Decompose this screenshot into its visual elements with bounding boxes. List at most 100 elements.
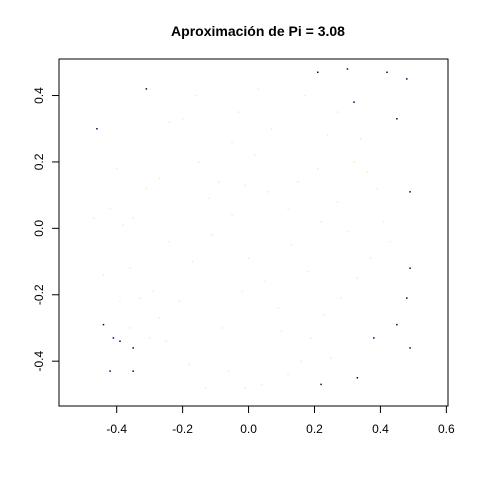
data-point [307, 270, 309, 273]
data-point [221, 327, 223, 329]
data-point [158, 317, 161, 319]
data-point [132, 217, 134, 220]
data-point [191, 260, 194, 263]
data-point [396, 323, 398, 326]
data-point [132, 370, 134, 372]
data-point [323, 313, 326, 316]
data-point [369, 257, 372, 259]
data-point [102, 323, 105, 326]
data-point [303, 94, 306, 97]
data-point [396, 118, 398, 120]
data-point [129, 327, 131, 329]
data-point [119, 340, 121, 342]
data-point [376, 187, 378, 190]
data-point [297, 181, 299, 183]
data-point [359, 137, 362, 140]
data-point [247, 257, 250, 259]
data-point [119, 300, 121, 303]
chart-title: Aproximación de Pi = 3.08 [171, 23, 345, 39]
y-tick-label: 0.0 [32, 220, 46, 237]
x-tick-label: 0.0 [240, 422, 257, 436]
x-tick-label: -0.4 [106, 422, 127, 436]
data-point [270, 127, 273, 130]
data-point [382, 220, 385, 223]
data-point [188, 363, 190, 366]
data-point [326, 134, 329, 137]
data-point [129, 267, 131, 269]
data-point [204, 386, 207, 389]
x-axis: -0.4 -0.2 0.0 0.2 0.4 0.6 [106, 405, 455, 436]
plot-box [58, 58, 449, 407]
data-point [287, 207, 289, 210]
data-point [109, 370, 111, 372]
data-point [122, 224, 125, 226]
data-point [373, 337, 375, 339]
data-point [353, 101, 355, 103]
data-point [389, 240, 392, 243]
data-point [208, 197, 210, 200]
data-point [96, 127, 98, 130]
data-point [280, 330, 283, 333]
data-point [320, 220, 322, 223]
data-point [102, 274, 105, 276]
data-point [211, 234, 214, 236]
data-point [241, 290, 243, 293]
x-tick-label: -0.2 [172, 422, 193, 436]
y-tick-label: 0.4 [32, 87, 46, 104]
data-point [320, 383, 322, 386]
data-point [244, 386, 247, 389]
data-point [231, 214, 233, 216]
x-tick-label: 0.6 [438, 422, 455, 436]
data-point [218, 181, 220, 183]
data-point [317, 71, 319, 74]
data-point [340, 297, 342, 299]
data-point [346, 68, 349, 70]
data-point [336, 201, 339, 203]
y-tick-label: 0.2 [32, 153, 46, 170]
data-point [231, 141, 233, 143]
data-point [165, 340, 167, 342]
data-point [267, 191, 270, 193]
data-point [317, 167, 319, 170]
data-point [244, 184, 247, 186]
data-point [336, 111, 339, 113]
data-point [406, 297, 408, 299]
data-point [287, 373, 289, 376]
data-point [356, 377, 359, 379]
data-point [178, 300, 181, 303]
data-point [115, 167, 118, 170]
data-point [145, 187, 148, 190]
data-point [148, 337, 151, 339]
data-point [330, 357, 332, 359]
data-point [237, 111, 240, 113]
data-point [300, 360, 303, 362]
data-point [168, 240, 171, 243]
data-point [112, 337, 115, 339]
data-point [181, 118, 184, 120]
data-point [409, 347, 411, 349]
data-point [356, 277, 359, 279]
data-point [257, 88, 260, 90]
data-point [228, 370, 230, 372]
data-point [139, 297, 141, 299]
data-point [366, 171, 368, 173]
data-point [152, 290, 154, 293]
data-point [92, 217, 95, 220]
x-tick-label: 0.4 [372, 422, 389, 436]
data-point [409, 191, 411, 193]
data-point [260, 383, 263, 386]
data-point [310, 337, 312, 339]
data-point [290, 244, 293, 246]
data-point [195, 94, 197, 97]
data-point [198, 161, 200, 163]
data-point [353, 161, 355, 163]
y-tick-label: -0.2 [32, 284, 46, 305]
data-point [264, 280, 266, 283]
data-point [406, 78, 408, 80]
points-layer [92, 68, 411, 389]
data-point [277, 307, 279, 309]
data-point [168, 121, 171, 123]
data-point [386, 71, 388, 74]
x-tick-label: 0.2 [306, 422, 323, 436]
